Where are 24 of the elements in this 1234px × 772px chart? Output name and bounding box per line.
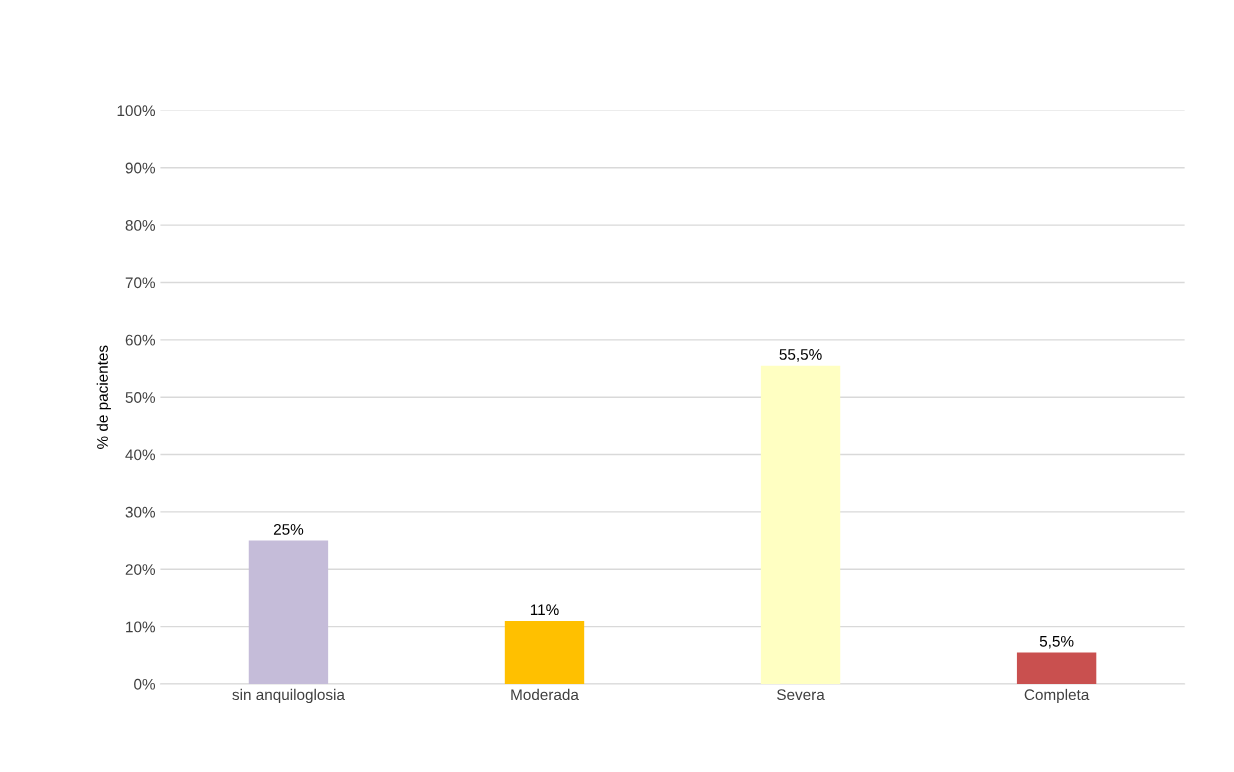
y-tick-label: 0% [134,678,156,690]
bar [248,540,329,684]
y-tick-label: 60% [125,334,156,346]
y-tick-label: 50% [125,392,156,403]
x-tick-label: Moderada [511,688,579,701]
y-tick-label: 100% [117,105,156,117]
y-tick-label: 40% [125,449,156,461]
bar [1016,652,1097,684]
y-tick-label: 30% [125,506,156,518]
y-tick-label: 90% [125,162,156,174]
bar [760,365,841,684]
x-tick-label: Completa [1024,688,1090,704]
bar [504,620,585,684]
y-tick-label: 20% [125,564,156,575]
data-label: 25% [273,523,304,535]
y-tick-label: 70% [125,277,156,289]
data-label: 5,5% [1039,635,1074,649]
y-axis-title: % de pacientes [96,345,111,449]
x-tick-label: sin anquiloglosia [232,688,345,704]
data-label: 55,5% [779,349,822,362]
data-label: 11% [530,604,559,616]
y-tick-label: 80% [125,219,156,231]
y-tick-label: 10% [126,621,156,633]
x-tick-label: Severa [777,689,825,701]
